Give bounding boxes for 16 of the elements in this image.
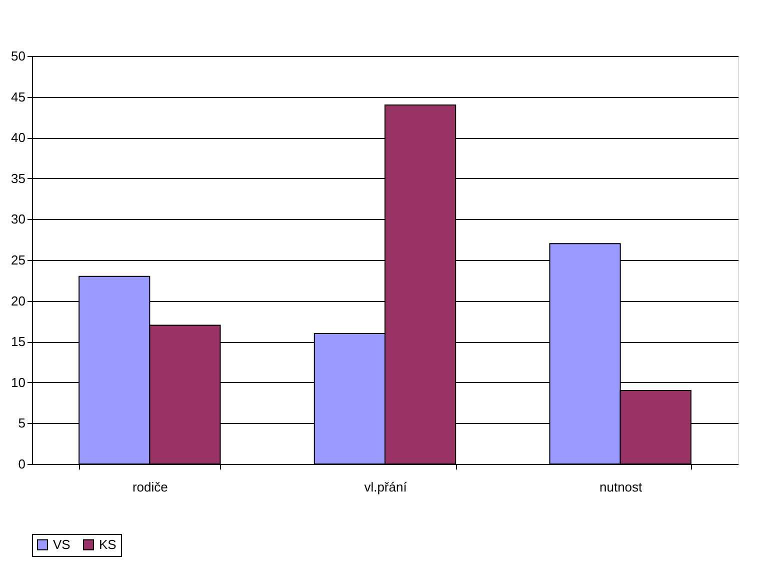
- y-tick-label: 30: [11, 212, 26, 227]
- y-tick-label: 45: [11, 89, 26, 104]
- y-tick-label: 25: [11, 252, 26, 268]
- legend-label: VS: [53, 536, 71, 552]
- x-tick-label: rodiče: [132, 480, 168, 494]
- y-tick-label: 10: [11, 374, 26, 390]
- y-tick-label: 35: [11, 170, 26, 186]
- x-tick-label: nutnost: [600, 480, 643, 494]
- y-tick-label: 5: [18, 416, 26, 431]
- y-tick-label: 40: [11, 130, 26, 146]
- y-tick-label: 50: [11, 48, 26, 64]
- y-tick-label: 0: [18, 456, 26, 472]
- x-tick-label: vl.přání: [364, 480, 408, 494]
- y-tick-label: 15: [11, 334, 26, 350]
- y-tick-label: 20: [11, 293, 26, 308]
- legend-label: KS: [99, 536, 117, 552]
